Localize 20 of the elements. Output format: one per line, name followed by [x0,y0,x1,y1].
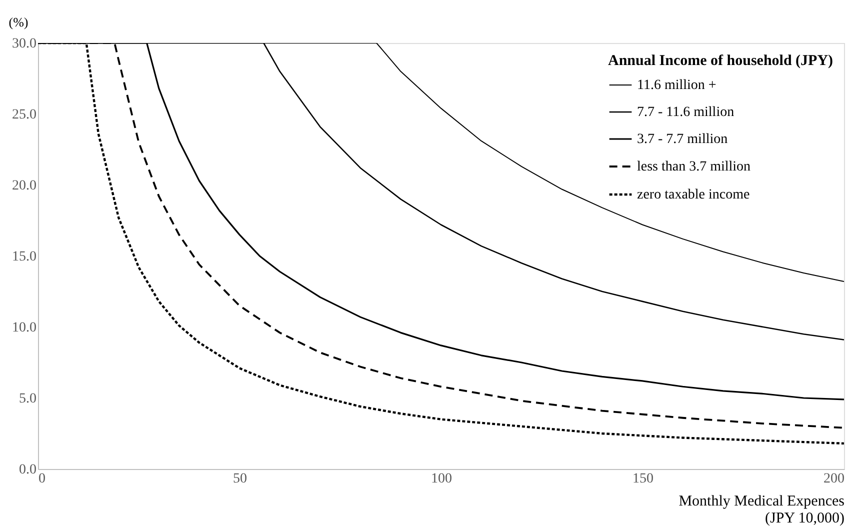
y-tick-label: 10.0 [12,320,36,336]
legend-title: Annual Income of household (JPY) [608,53,834,69]
legend-label: zero taxable income [637,188,750,202]
legend-label: less than 3.7 million [637,160,751,174]
legend-label: 3.7 - 7.7 million [637,132,728,147]
y-tick-label: 20.0 [12,178,36,194]
x-axis-title: Monthly Medical Expences (JPY 10,000) [678,494,845,526]
x-tick-label: 200 [824,472,844,486]
legend-label: 7.7 - 11.6 million [637,105,734,120]
y-tick-label: 0.0 [19,462,36,478]
y-axis-title: (%) [8,14,28,30]
x-tick-label: 150 [632,472,654,486]
y-tick-label: 30.0 [12,36,36,52]
y-tick-label: 5.0 [19,392,36,406]
legend-label: 11.6 million + [637,78,716,93]
x-tick-label: 100 [431,472,452,486]
x-tick-label: 50 [233,472,247,486]
y-tick-label: 25.0 [12,108,36,122]
y-tick-label: 15.0 [12,250,36,264]
x-tick-label: 0 [38,472,46,486]
